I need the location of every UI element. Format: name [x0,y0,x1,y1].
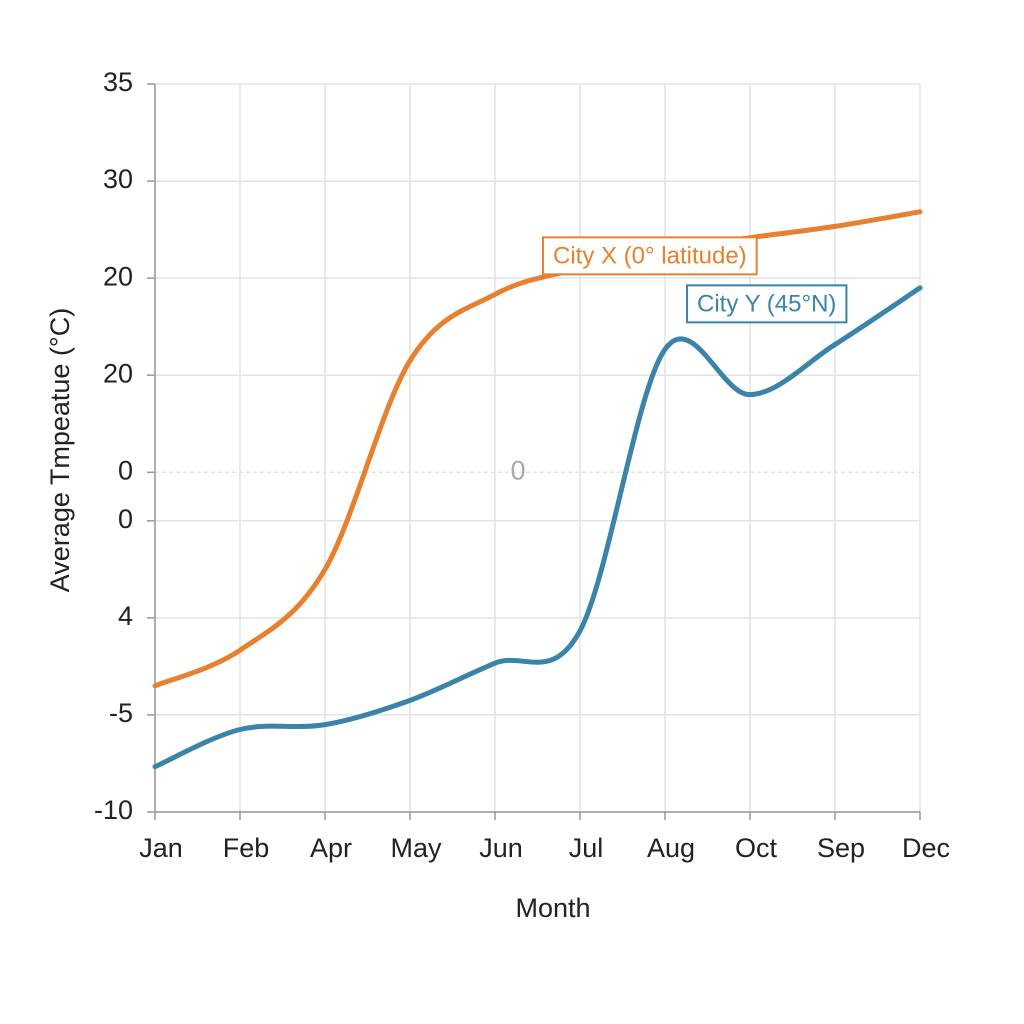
x-tick-label: Jan [139,833,183,863]
series-label: City X (0° latitude) [553,242,747,269]
y-tick-label: -10 [94,795,133,825]
series-label-box [686,284,848,324]
x-axis-label: Month [515,893,590,923]
x-tick-label: Aug [647,833,695,863]
x-tick-label: Feb [223,833,270,863]
x-tick-label: Oct [735,833,778,863]
series-label: City Y (45°N) [697,290,836,317]
x-tick-label: Apr [310,833,352,863]
x-tick-label: Jul [569,833,604,863]
x-tick-label: Dec [902,833,950,863]
y-tick-label: 20 [103,261,133,291]
y-tick-label: 30 [103,164,133,194]
y-axis-label: Average Tmpeatue (°C) [45,308,75,592]
x-tick-label: May [390,833,442,863]
y-tick-label: -5 [109,698,133,728]
y-tick-label: 20 [103,358,133,388]
series-label-box [542,236,758,276]
y-tick-label: 0 [118,455,133,485]
x-tick-label: Jun [479,833,523,863]
y-tick-label: 0 [118,504,133,534]
y-tick-label: 4 [118,601,133,631]
series-line [152,285,923,770]
series-line [152,209,923,689]
x-tick-label: Sep [817,833,865,863]
annotation: 0 [510,455,525,485]
y-tick-label: 35 [103,67,133,97]
